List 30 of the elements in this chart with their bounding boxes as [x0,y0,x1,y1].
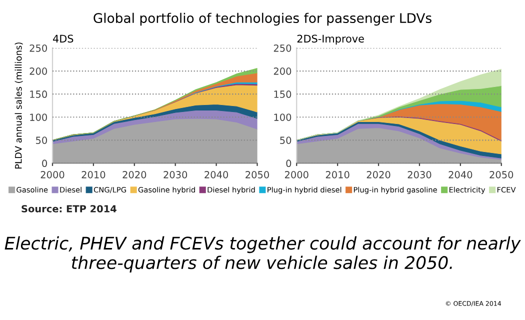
y-tick-label: 100 [274,114,292,121]
x-tick-label: 2010 [326,171,350,178]
x-tick-label: 2000 [40,171,64,178]
source-note: Source: ETP 2014 [22,205,116,212]
x-tick-label: 2010 [82,171,106,178]
y-tick-label: 0 [286,160,292,168]
chart-subtitle: 4DS [53,34,74,43]
y-tick-label: 150 [30,90,47,98]
x-tick-label: 2040 [448,171,472,178]
y-tick-label: 250 [30,44,47,52]
x-tick-label: 2030 [408,171,432,178]
x-tick-label: 2050 [246,171,269,178]
y-axis-title: PLDV annual sales (millions) [14,42,23,169]
x-tick-label: 2050 [490,171,514,178]
y-tick-label: 100 [30,114,47,121]
y-tick-label: 0 [42,160,47,168]
y-tick-label: 250 [274,44,292,52]
chart-title: Global portfolio of technologies for passenger LDVs [94,12,432,26]
x-tick-label: 2000 [284,171,308,178]
x-tick-label: 2020 [122,171,146,178]
x-tick-label: 2040 [204,171,228,178]
y-tick-label: 150 [274,90,292,98]
y-tick-label: 50 [280,136,292,144]
x-tick-label: 2030 [164,171,188,178]
y-tick-label: 50 [36,136,47,144]
chart-subtitle: 2DS-Improve [297,34,364,45]
y-tick-label: 200 [274,68,292,75]
y-tick-label: 200 [30,68,47,75]
x-tick-label: 2020 [366,171,390,178]
text: Electric, PHEV and FCEVs together could account for nearly three-quarters of new vehicle sales in 2050. [4,236,521,272]
